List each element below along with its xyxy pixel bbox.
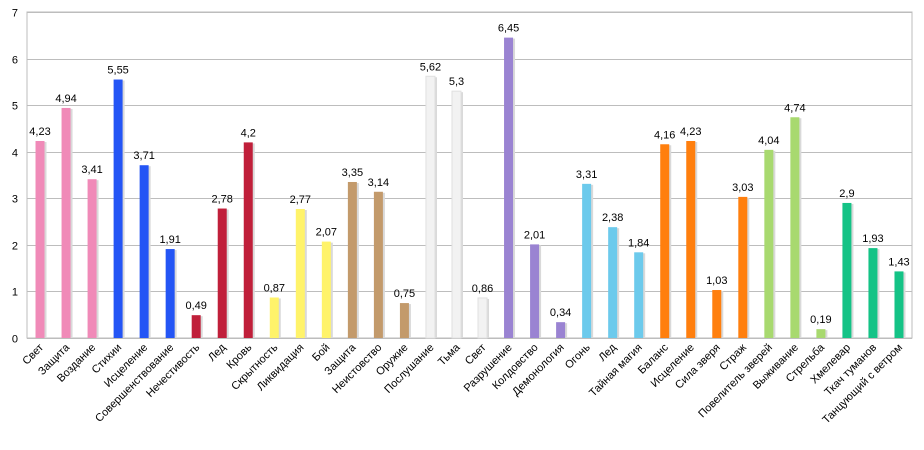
bar [87, 179, 97, 338]
data-label: 5,3 [449, 76, 464, 88]
data-label: 1,03 [706, 275, 727, 287]
data-label: 3,71 [133, 150, 154, 162]
data-label: 4,16 [654, 129, 675, 141]
bar [139, 165, 149, 338]
bar [477, 297, 488, 339]
data-label: 4,04 [758, 135, 779, 147]
data-label: 4,2 [241, 127, 256, 139]
bar [217, 208, 227, 338]
bar [530, 244, 540, 338]
data-label: 2,77 [290, 194, 311, 206]
bar [504, 37, 514, 338]
y-tick-label: 4 [12, 148, 18, 160]
bar [35, 141, 45, 338]
data-label: 2,38 [602, 212, 623, 224]
data-label: 3,31 [576, 169, 597, 181]
bar [712, 290, 722, 338]
bar [425, 75, 436, 339]
bar [842, 202, 852, 338]
bar [191, 315, 201, 338]
data-label: 6,45 [498, 23, 519, 35]
bar [894, 271, 904, 338]
data-label: 0,87 [264, 282, 285, 294]
y-tick-label: 2 [12, 241, 18, 253]
bar [556, 322, 566, 338]
bar [269, 297, 279, 338]
y-tick-label: 5 [12, 101, 18, 113]
y-tick-label: 1 [12, 287, 18, 299]
data-label: 3,35 [342, 167, 363, 179]
data-label: 4,94 [55, 93, 76, 105]
data-label: 2,9 [839, 188, 854, 200]
data-label: 4,23 [29, 126, 50, 138]
data-label: 1,84 [628, 237, 649, 249]
bar [660, 144, 670, 338]
data-label: 0,75 [394, 288, 415, 300]
data-label: 4,74 [784, 102, 805, 114]
bar [868, 248, 878, 338]
bar [582, 183, 592, 338]
data-label: 1,91 [159, 234, 180, 246]
category-label: Бой [310, 342, 332, 364]
data-label: 5,55 [107, 65, 128, 77]
data-label: 2,78 [212, 194, 233, 206]
data-label: 1,43 [888, 256, 909, 268]
bar [634, 252, 644, 338]
bar [113, 79, 123, 339]
data-label: 5,62 [420, 61, 441, 73]
y-tick-label: 0 [12, 334, 18, 346]
bar [686, 141, 696, 338]
data-label: 2,01 [524, 229, 545, 241]
data-label: 3,41 [81, 164, 102, 176]
data-label: 0,86 [472, 283, 493, 295]
bar [165, 249, 175, 338]
bar [764, 149, 774, 338]
data-label: 4,23 [680, 126, 701, 138]
category-label: Лед [596, 341, 619, 364]
data-label: 1,93 [862, 233, 883, 245]
bar [61, 107, 71, 339]
y-tick-label: 7 [12, 8, 18, 20]
bar [790, 117, 800, 338]
bar [738, 196, 748, 338]
data-label: 0,49 [185, 300, 206, 312]
y-tick-label: 3 [12, 194, 18, 206]
bar [373, 191, 383, 338]
bar [295, 208, 305, 338]
bar [399, 303, 409, 338]
bar [816, 329, 826, 338]
bar [321, 241, 331, 338]
category-label: Тьма [436, 341, 463, 368]
y-tick-label: 6 [12, 55, 18, 67]
data-label: 0,34 [550, 307, 571, 319]
data-label: 3,03 [732, 182, 753, 194]
data-label: 3,14 [368, 177, 389, 189]
category-label: Огонь [563, 341, 593, 371]
category-label: Лед [206, 341, 229, 364]
bar [243, 142, 253, 338]
data-label: 2,07 [316, 227, 337, 239]
bar [451, 90, 462, 339]
plot-area [26, 11, 913, 339]
bar [608, 227, 618, 338]
data-label: 0,19 [810, 314, 831, 326]
bar [347, 181, 357, 338]
